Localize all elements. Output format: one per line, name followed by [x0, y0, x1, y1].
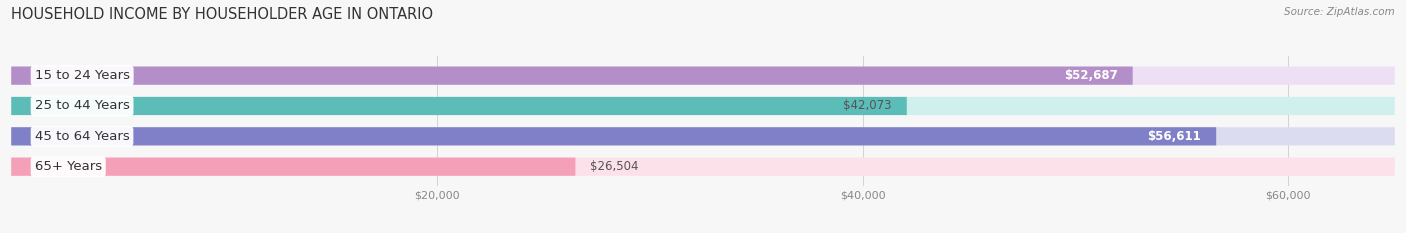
FancyBboxPatch shape	[11, 158, 575, 176]
Text: 65+ Years: 65+ Years	[35, 160, 101, 173]
FancyBboxPatch shape	[11, 67, 1133, 85]
Text: $26,504: $26,504	[591, 160, 638, 173]
Text: $42,073: $42,073	[844, 99, 891, 113]
FancyBboxPatch shape	[11, 127, 1216, 145]
Text: $56,611: $56,611	[1147, 130, 1201, 143]
Text: $52,687: $52,687	[1064, 69, 1118, 82]
FancyBboxPatch shape	[11, 97, 1395, 115]
FancyBboxPatch shape	[11, 158, 1395, 176]
Text: Source: ZipAtlas.com: Source: ZipAtlas.com	[1284, 7, 1395, 17]
Text: 15 to 24 Years: 15 to 24 Years	[35, 69, 129, 82]
Text: 45 to 64 Years: 45 to 64 Years	[35, 130, 129, 143]
FancyBboxPatch shape	[11, 127, 1395, 145]
Text: 25 to 44 Years: 25 to 44 Years	[35, 99, 129, 113]
FancyBboxPatch shape	[11, 67, 1395, 85]
FancyBboxPatch shape	[11, 97, 907, 115]
Text: HOUSEHOLD INCOME BY HOUSEHOLDER AGE IN ONTARIO: HOUSEHOLD INCOME BY HOUSEHOLDER AGE IN O…	[11, 7, 433, 22]
